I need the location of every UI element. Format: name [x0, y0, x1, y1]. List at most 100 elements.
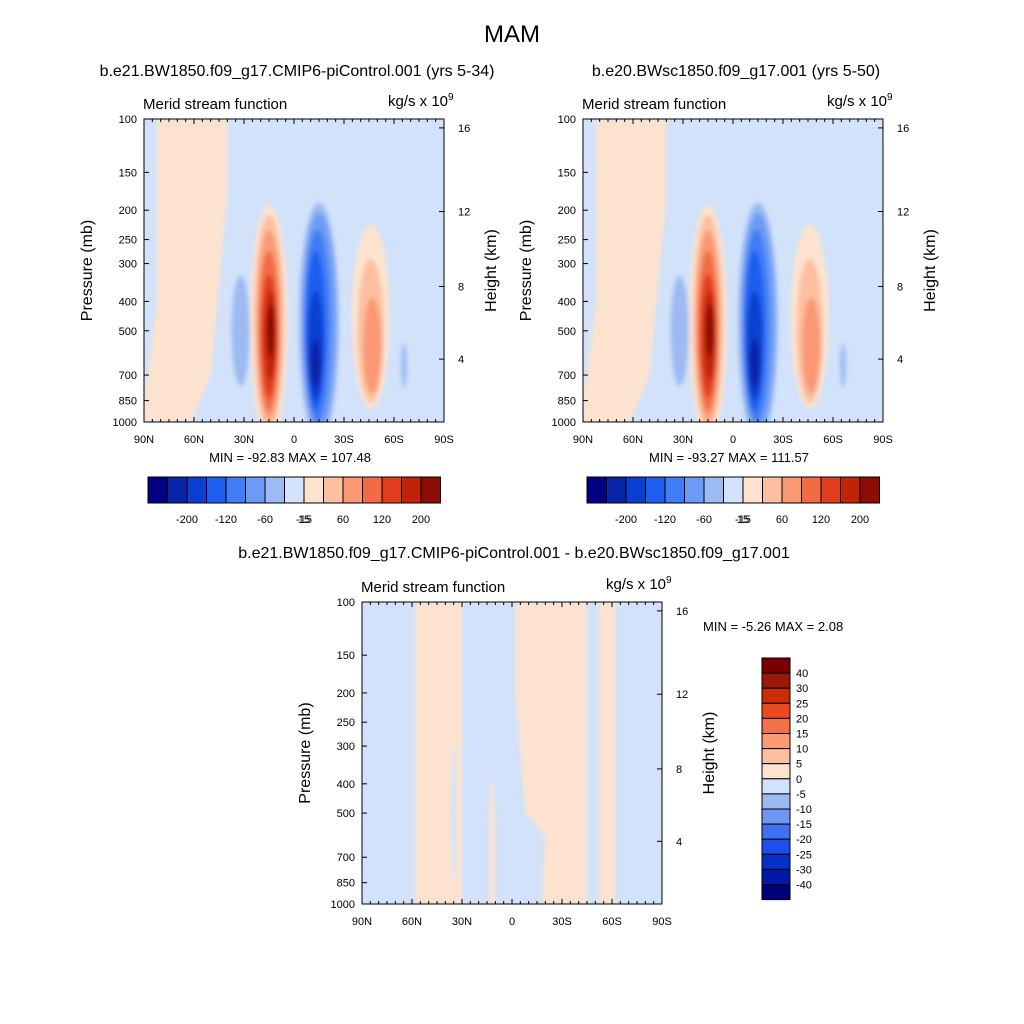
- colorbar-label: -15: [296, 514, 312, 526]
- height-tick-label: 12: [897, 207, 909, 219]
- y-tick-label: 100: [337, 597, 355, 609]
- colorbar-box: [362, 476, 383, 504]
- x-tick-label: 30S: [552, 916, 572, 928]
- height-tick-label: 4: [897, 354, 903, 366]
- positive-region-north: [144, 119, 228, 422]
- contour-field: [362, 602, 662, 904]
- colorbar-label: 120: [812, 514, 830, 526]
- colorbar-box: [703, 476, 724, 504]
- colorbar-box: [761, 748, 791, 765]
- colorbar-label: -120: [215, 514, 237, 526]
- colorbar-box: [840, 476, 861, 504]
- y-tick-label: 300: [337, 741, 355, 753]
- contour-shapes: [144, 119, 444, 422]
- y-tick-label: 300: [119, 259, 137, 271]
- negative-cell-65s: [401, 343, 407, 388]
- colorbar-box: [781, 476, 802, 504]
- colorbar-box: [645, 476, 666, 504]
- height-tick-label: 8: [458, 281, 464, 293]
- y-tick-label: 150: [119, 167, 137, 179]
- height-tick-label: 12: [458, 207, 470, 219]
- colorbar-label: -60: [696, 514, 712, 526]
- min-max-text: MIN = -5.26 MAX = 2.08: [703, 619, 843, 634]
- y-tick-label: 700: [119, 370, 137, 382]
- colorbar-label: 25: [796, 698, 808, 710]
- stream-function-panel-left: b.e21.BW1850.f09_g17.CMIP6-piControl.001…: [79, 63, 500, 526]
- units-label: kg/s x 109: [606, 575, 672, 593]
- colorbar-label: 15: [796, 729, 808, 741]
- y-tick-label: 150: [558, 167, 576, 179]
- colorbar-label: -60: [257, 514, 273, 526]
- positive-cell-15n-core: [266, 304, 275, 357]
- stream-function-difference-panel: Merid stream function kg/s x 109 90N 60N 30N…: [297, 575, 843, 928]
- colorbar-box: [245, 476, 266, 504]
- y-tick-label: 500: [337, 808, 355, 820]
- left-string: Merid stream function: [361, 579, 505, 596]
- min-max-text: MIN = -92.83 MAX = 107.48: [209, 450, 371, 465]
- y-tick-label: 250: [119, 235, 137, 247]
- colorbar-box: [684, 476, 705, 504]
- colorbar-box: [801, 476, 822, 504]
- units-exponent: 9: [448, 92, 454, 103]
- x-tick-label: 60N: [184, 434, 204, 446]
- colorbar-label: -30: [796, 864, 812, 876]
- contour-field: [144, 119, 444, 422]
- right-axis-label: Height (km): [701, 712, 718, 795]
- x-tick-label: 60S: [823, 434, 843, 446]
- y-tick-label: 100: [558, 114, 576, 126]
- colorbar-box: [342, 476, 363, 504]
- colorbar-box: [323, 476, 344, 504]
- colorbar-label: -15: [735, 514, 751, 526]
- y-tick-label: 200: [119, 205, 137, 217]
- negative-filament: [451, 743, 457, 884]
- colorbar-box: [264, 476, 285, 504]
- colorbar-box: [606, 476, 627, 504]
- x-tick-label: 30N: [673, 434, 693, 446]
- y-tick-label: 500: [558, 326, 576, 338]
- colorbar-label: -20: [796, 834, 812, 846]
- colorbar-box: [664, 476, 685, 504]
- y-tick-label: 300: [558, 259, 576, 271]
- colorbar-box: [820, 476, 841, 504]
- height-tick-label: 8: [676, 764, 682, 776]
- y-tick-label: 400: [558, 296, 576, 308]
- units-label: kg/s x 109: [388, 92, 454, 110]
- y-tick-label: 850: [558, 396, 576, 408]
- colorbar: [147, 476, 441, 504]
- colorbar-label: 60: [776, 514, 788, 526]
- positive-band-far-south: [598, 602, 616, 904]
- axes-frame: [582, 118, 884, 423]
- x-tick-label: 90S: [873, 434, 893, 446]
- y-axis-label: Pressure (mb): [297, 702, 314, 803]
- colorbar-box: [761, 793, 791, 810]
- colorbar-box: [761, 778, 791, 795]
- y-tick-label: 500: [119, 326, 137, 338]
- colorbar-box: [381, 476, 402, 504]
- colorbar-box: [761, 884, 791, 901]
- height-tick-label: 16: [897, 123, 909, 135]
- colorbar-label: 10: [796, 744, 808, 756]
- right-axis-label: Height (km): [483, 229, 500, 312]
- y-axis-label: Pressure (mb): [518, 220, 535, 321]
- right-axis-label: Height (km): [922, 229, 939, 312]
- colorbar-label: -10: [796, 804, 812, 816]
- y-axis-label: Pressure (mb): [79, 220, 96, 321]
- y-tick-label: 700: [337, 852, 355, 864]
- x-tick-label: 60N: [623, 434, 643, 446]
- units-exponent: 9: [887, 92, 893, 103]
- y-tick-label: 150: [337, 650, 355, 662]
- colorbar: [761, 657, 791, 901]
- colorbar-label: 120: [373, 514, 391, 526]
- colorbar-box: [761, 733, 791, 750]
- colorbar-label: 200: [412, 514, 430, 526]
- colorbar-box: [761, 702, 791, 719]
- negative-cell-65s: [840, 343, 846, 388]
- colorbar-label: -25: [796, 849, 812, 861]
- left-string: Merid stream function: [582, 96, 726, 113]
- y-tick-label: 250: [337, 717, 355, 729]
- y-tick-label: 1000: [552, 417, 576, 429]
- positive-region-north: [583, 119, 667, 422]
- axes-frame: [361, 601, 663, 905]
- colorbar-box: [859, 476, 880, 504]
- positive-band-south: [515, 602, 587, 904]
